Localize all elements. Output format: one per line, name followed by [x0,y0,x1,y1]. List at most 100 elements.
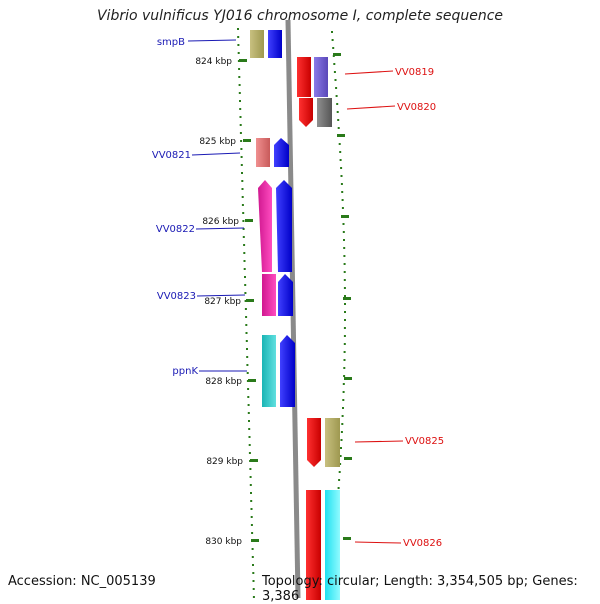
scale-dot [245,316,248,318]
tick-830: 830 kbp [205,537,259,547]
scale-dot [334,79,337,81]
scale-dot [249,476,252,478]
scale-dot [332,47,335,49]
scale-dot [331,31,333,33]
scale-dot [336,103,339,105]
scale-dot [344,295,346,297]
label-ppnK[interactable]: ppnK [172,366,247,377]
gene-label-VV0825[interactable]: VV0825 [405,436,444,447]
scale-dot [250,492,252,494]
scale-dot [342,391,345,393]
scale-dot [243,268,246,270]
tick-label-824: 824 kbp [195,57,232,67]
gene-VV0823[interactable] [262,274,293,316]
gene-VV0820[interactable] [299,98,332,127]
scale-dot [251,532,254,534]
tick-label-827: 827 kbp [204,297,241,307]
scale-dot [240,148,243,150]
scale-dot [337,119,340,121]
scale-dot [341,191,344,193]
tick-label-828: 828 kbp [205,377,242,387]
scale-dot [244,308,247,310]
scale-dot [241,172,243,174]
label-VV0821[interactable]: VV0821 [152,150,241,161]
scale-dot [338,143,341,145]
scale-dot [247,404,250,406]
tick-826: 826 kbp [202,217,253,227]
scale-dot [239,108,242,110]
scale-dot [246,348,248,350]
gene-VV0819[interactable] [297,57,328,97]
scale-dot [238,92,241,94]
gene-label-VV0821[interactable]: VV0821 [152,150,191,161]
gene-label-VV0823[interactable]: VV0823 [157,291,196,302]
gene-label-ppnK[interactable]: ppnK [172,366,198,377]
scale-dot [252,564,254,566]
scale-dot [241,196,244,198]
scale-dot [249,484,252,486]
scale-dot [340,439,343,441]
label-VV0820[interactable]: VV0820 [346,102,436,113]
scale-dot [238,68,241,70]
scale-dot [340,183,343,185]
scale-dot [238,84,241,86]
label-VV0826[interactable]: VV0826 [354,538,442,549]
scale-dot [241,204,244,206]
scale-dot [343,343,346,345]
tick-829: 829 kbp [206,457,258,467]
scale-dot [243,244,246,246]
scale-dot [248,436,251,438]
label-VV0825[interactable]: VV0825 [354,436,444,447]
scale-dot [247,396,250,398]
gene-label-VV0819[interactable]: VV0819 [395,67,434,78]
scale-dot [242,228,245,230]
label-VV0822[interactable]: VV0822 [156,224,245,235]
scale-dot [340,431,343,433]
gene-label-VV0820[interactable]: VV0820 [397,102,436,113]
scale-dot [243,260,246,262]
tick-824: 824 kbp [195,57,247,67]
scale-dot [343,327,346,329]
gene-VV0821[interactable] [256,138,289,167]
scale-dot [342,407,344,409]
gene-label-smpB[interactable]: smpB [157,37,185,48]
scale-dot [240,140,243,142]
scale-dot [344,311,346,313]
scale-dot [237,44,240,46]
scale-dot [240,164,243,166]
scale-dot [343,287,346,289]
gene-VV0822[interactable] [258,180,292,272]
gene-VV0825[interactable] [307,418,340,467]
scale-dot [343,367,346,369]
scale-dot [237,28,239,30]
gene-smpB[interactable] [250,30,282,58]
scale-dot [242,212,245,214]
scale-dot [246,380,249,382]
scale-dot [341,199,344,201]
gene-ppnK[interactable] [262,335,295,407]
scale-ticks-right [333,53,352,540]
scale-ticks-left: 824 kbp 825 kbp 826 kbp 827 kbp 828 kbp … [195,57,259,547]
label-VV0823[interactable]: VV0823 [157,291,246,302]
scale-dot [244,276,246,278]
scale-dot [247,388,250,390]
scale-dot [342,231,345,233]
tick-828: 828 kbp [205,377,256,387]
gene-label-VV0826[interactable]: VV0826 [403,538,442,549]
scale-dot [248,444,251,446]
scale-dot [237,36,240,38]
scale-dot [341,207,344,209]
scale-dot [245,332,248,334]
gene-label-VV0822[interactable]: VV0822 [156,224,195,235]
scale-dot [244,292,247,294]
scale-dot [244,284,247,286]
scale-dot [251,548,254,550]
label-VV0819[interactable]: VV0819 [344,67,434,78]
gene-VV0826[interactable] [306,490,340,600]
accession-text: Accession: NC_005139 [8,574,156,589]
scale-dot [342,223,345,225]
scale-dot [248,428,251,430]
label-smpB[interactable]: smpB [157,37,237,48]
